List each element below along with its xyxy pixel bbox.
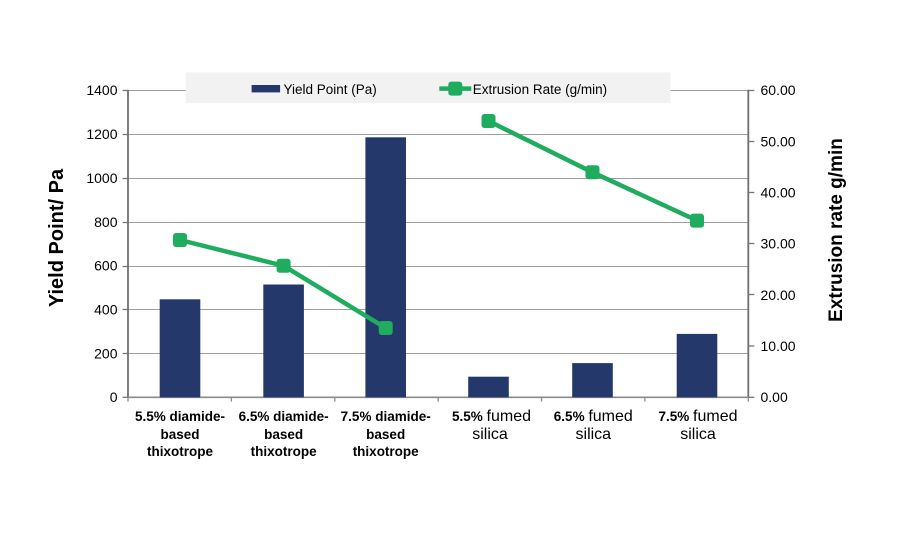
svg-text:400: 400 — [94, 302, 118, 318]
svg-text:based: based — [160, 427, 199, 442]
svg-text:0: 0 — [110, 389, 118, 405]
svg-text:600: 600 — [94, 258, 118, 274]
svg-text:silica: silica — [472, 426, 508, 443]
svg-text:800: 800 — [94, 214, 118, 230]
svg-text:based: based — [264, 427, 303, 442]
svg-text:200: 200 — [94, 345, 118, 361]
svg-text:thixotrope: thixotrope — [147, 444, 213, 459]
svg-text:thixotrope: thixotrope — [251, 444, 317, 459]
svg-text:Extrusion Rate (g/min): Extrusion Rate (g/min) — [473, 82, 607, 97]
svg-text:Extrusion rate g/min: Extrusion rate g/min — [826, 138, 847, 322]
svg-text:1400: 1400 — [86, 82, 117, 98]
svg-text:Yield Point (Pa): Yield Point (Pa) — [284, 82, 377, 97]
svg-text:based: based — [366, 427, 405, 442]
svg-text:silica: silica — [576, 426, 612, 443]
svg-text:5.5% diamide-: 5.5% diamide- — [135, 409, 225, 424]
svg-text:6.5% diamide-: 6.5% diamide- — [239, 409, 329, 424]
svg-text:20.00: 20.00 — [761, 287, 796, 303]
svg-text:1200: 1200 — [86, 126, 117, 142]
svg-text:10.00: 10.00 — [761, 338, 796, 354]
svg-text:silica: silica — [680, 426, 716, 443]
svg-text:60.00: 60.00 — [761, 82, 796, 98]
svg-text:7.5% fumed: 7.5% fumed — [659, 408, 738, 425]
svg-text:30.00: 30.00 — [761, 236, 796, 252]
svg-text:6.5% fumed: 6.5% fumed — [554, 408, 633, 425]
svg-text:thixotrope: thixotrope — [353, 444, 419, 459]
svg-text:Yield Point/ Pa: Yield Point/ Pa — [46, 168, 68, 307]
svg-text:5.5% fumed: 5.5% fumed — [452, 408, 531, 425]
svg-text:1000: 1000 — [86, 170, 117, 186]
svg-text:0.00: 0.00 — [761, 389, 788, 405]
svg-text:7.5% diamide-: 7.5% diamide- — [341, 409, 431, 424]
svg-text:40.00: 40.00 — [761, 185, 796, 201]
svg-text:50.00: 50.00 — [761, 133, 796, 149]
